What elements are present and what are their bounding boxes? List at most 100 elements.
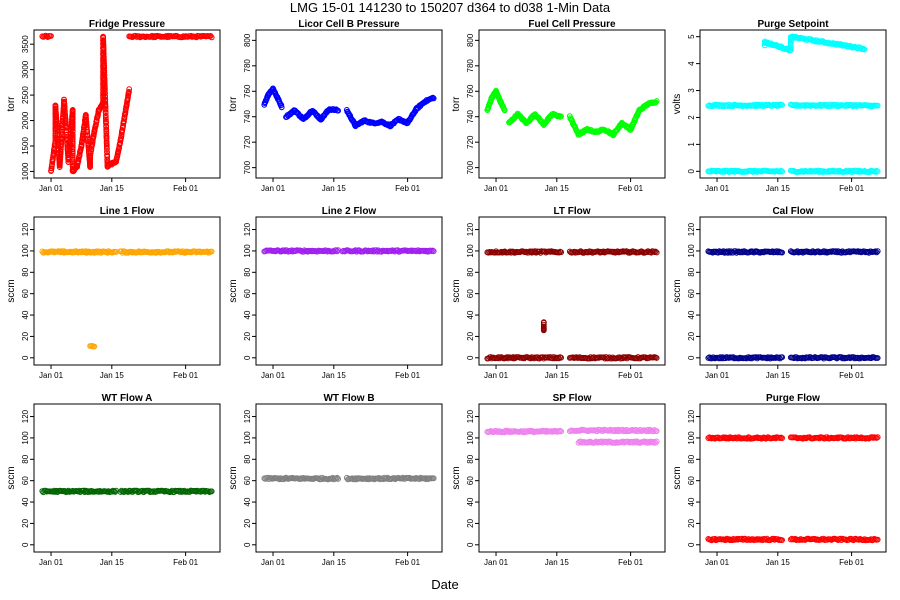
data-point xyxy=(873,435,880,441)
plot-frame xyxy=(33,29,221,179)
y-axis-label: sccm xyxy=(451,279,462,302)
y-tick-label: 0 xyxy=(21,355,30,360)
plot-frame xyxy=(255,216,443,366)
data-series-0 xyxy=(484,427,564,436)
data-point xyxy=(652,248,659,255)
plot-frame xyxy=(255,29,443,179)
data-series-2 xyxy=(705,167,785,176)
data-point xyxy=(53,114,60,121)
y-tick-label: 20 xyxy=(687,331,696,340)
data-point xyxy=(501,107,508,114)
plot-frame xyxy=(699,403,887,553)
data-point xyxy=(874,168,881,175)
y-tick-label: 780 xyxy=(466,59,475,73)
x-tick-label: Feb 01 xyxy=(839,184,864,193)
data-point xyxy=(103,120,109,127)
data-point xyxy=(104,146,110,153)
y-tick-label: 80 xyxy=(466,454,475,463)
y-tick-label: 80 xyxy=(687,267,696,276)
y-tick-label: 760 xyxy=(466,84,475,98)
y-tick-label: 80 xyxy=(687,454,696,463)
x-tick-label: Jan 15 xyxy=(545,371,570,380)
data-series-4 xyxy=(761,33,868,54)
data-point xyxy=(278,102,285,108)
data-point xyxy=(102,107,109,113)
y-tick-label: 740 xyxy=(243,110,252,124)
data-point xyxy=(83,113,89,119)
y-tick-label: 120 xyxy=(466,409,475,423)
data-point xyxy=(874,248,881,255)
panel-title: Cal Flow xyxy=(772,206,813,217)
data-series-0 xyxy=(39,248,119,256)
panel-title: Purge Flow xyxy=(766,393,820,404)
data-point xyxy=(59,124,66,131)
y-tick-label: 760 xyxy=(243,84,252,98)
data-point xyxy=(430,94,436,101)
data-series-1 xyxy=(787,434,881,442)
data-point xyxy=(48,165,55,172)
y-tick-label: 20 xyxy=(21,518,30,527)
data-point xyxy=(430,475,437,482)
y-tick-label: 120 xyxy=(687,409,696,423)
data-series-0 xyxy=(39,487,119,496)
data-series-1 xyxy=(506,110,564,128)
y-axis-label: sccm xyxy=(6,279,17,302)
y-axis-label: sccm xyxy=(672,279,683,302)
data-point xyxy=(100,51,107,58)
y-tick-label: 3000 xyxy=(21,60,30,78)
y-tick-label: 120 xyxy=(21,409,30,423)
x-tick-label: Jan 15 xyxy=(322,371,347,380)
data-point xyxy=(101,68,108,74)
y-tick-label: 5 xyxy=(687,34,696,39)
y-tick-label: 2 xyxy=(687,115,696,120)
y-tick-label: 40 xyxy=(21,497,30,506)
data-point xyxy=(208,248,215,255)
data-point xyxy=(278,104,285,111)
data-point xyxy=(874,536,881,543)
data-point xyxy=(87,152,94,159)
y-tick-label: 0 xyxy=(687,355,696,360)
data-point xyxy=(778,167,784,174)
x-tick-label: Feb 01 xyxy=(173,558,198,567)
data-point xyxy=(78,146,84,152)
data-series-1 xyxy=(787,101,881,110)
data-point xyxy=(874,102,881,109)
data-point xyxy=(102,90,108,97)
y-axis-label: sccm xyxy=(228,466,239,489)
data-point xyxy=(205,488,212,495)
data-point xyxy=(873,167,880,174)
y-tick-label: 80 xyxy=(243,267,252,276)
data-series-0 xyxy=(705,434,785,442)
data-series-0 xyxy=(39,32,54,40)
data-series-2 xyxy=(87,343,98,350)
panel-title: Line 2 Flow xyxy=(322,206,377,217)
y-tick-label: 80 xyxy=(21,267,30,276)
data-point xyxy=(53,118,60,125)
y-tick-label: 20 xyxy=(243,331,252,340)
y-tick-label: 780 xyxy=(243,59,252,73)
data-point xyxy=(860,46,867,52)
data-series-2 xyxy=(484,354,564,362)
data-point xyxy=(787,47,794,53)
panel-purge-setpoint: Purge Setpoint 0 1 2 3 4 5 volts Jan 01 Jan 15 Feb… xyxy=(672,19,887,193)
y-axis-label: sccm xyxy=(228,279,239,302)
data-point xyxy=(653,438,660,445)
data-point xyxy=(653,355,660,361)
data-series-1 xyxy=(343,474,437,483)
y-tick-label: 60 xyxy=(243,289,252,298)
data-point xyxy=(779,249,785,256)
data-point xyxy=(100,54,107,61)
plot-frame xyxy=(478,216,666,366)
data-point xyxy=(103,143,110,150)
y-tick-label: 700 xyxy=(243,160,252,174)
data-point xyxy=(335,476,342,482)
data-point xyxy=(57,148,64,155)
data-point xyxy=(777,168,783,175)
data-series-3 xyxy=(787,535,881,544)
y-tick-label: 20 xyxy=(466,518,475,527)
data-point xyxy=(102,103,109,110)
data-point xyxy=(126,88,132,95)
data-series-2 xyxy=(575,438,660,446)
y-axis-label: sccm xyxy=(451,466,462,489)
